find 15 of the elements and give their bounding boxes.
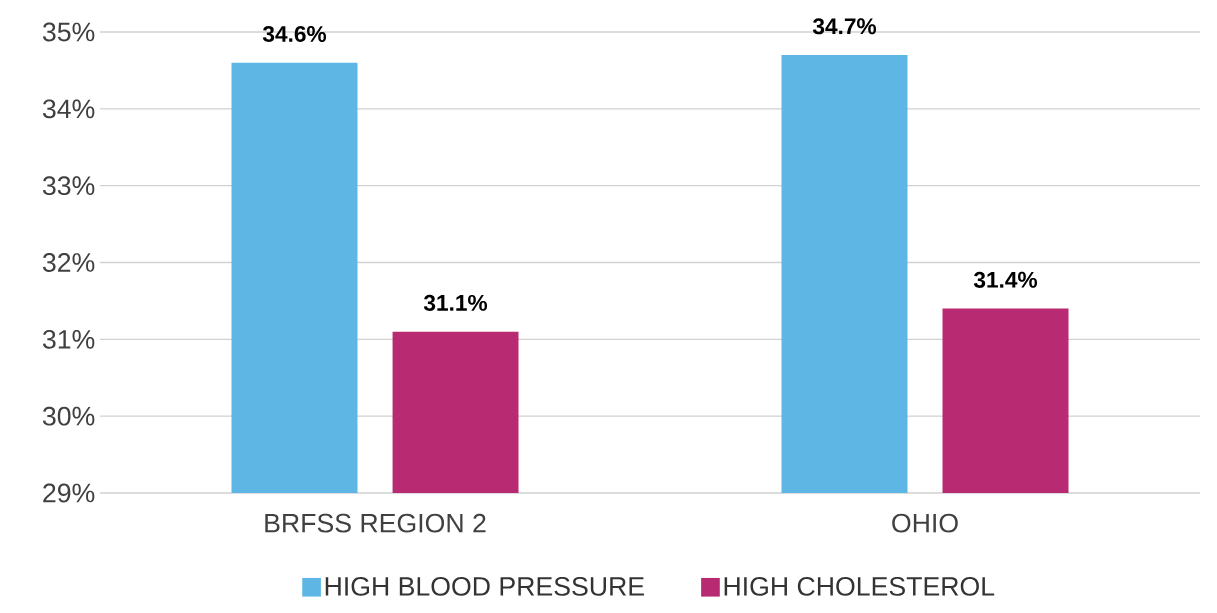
x-tick-label: OHIO <box>892 513 958 533</box>
y-tick-label: 32% <box>42 253 95 272</box>
y-tick-label: 30% <box>42 406 95 426</box>
data-label: 31.1% <box>423 294 488 311</box>
data-label: 34.6% <box>262 25 327 43</box>
x-tick-label: BRFSS REGION 2 <box>265 513 486 533</box>
y-tick-label: 35% <box>42 22 95 42</box>
data-label: 31.4% <box>973 271 1038 288</box>
y-tick-label: 34% <box>42 99 95 119</box>
legend-label: HIGH CHOLESTEROL <box>724 576 995 596</box>
y-tick-label: 31% <box>42 329 95 349</box>
legend-label: HIGH BLOOD PRESSURE <box>325 576 644 596</box>
y-tick-label: 29% <box>43 483 95 503</box>
data-label: 34.7% <box>812 18 877 35</box>
y-tick-label: 33% <box>42 176 95 196</box>
